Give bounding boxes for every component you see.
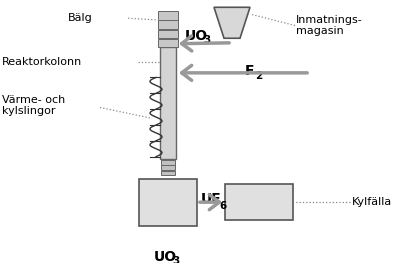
Bar <box>161 165 175 170</box>
Bar <box>160 47 176 159</box>
Text: Inmatnings-: Inmatnings- <box>296 15 363 25</box>
Text: 3: 3 <box>172 256 179 263</box>
Text: 2: 2 <box>255 70 262 80</box>
Text: Värme- och: Värme- och <box>2 95 65 105</box>
Text: F: F <box>245 64 255 78</box>
Text: Kylfälla: Kylfälla <box>352 197 392 207</box>
Bar <box>225 184 293 220</box>
Bar <box>158 30 178 38</box>
Text: Reaktorkolonn: Reaktorkolonn <box>2 57 82 67</box>
Text: kylslingor: kylslingor <box>2 106 55 116</box>
Bar <box>158 21 178 29</box>
Text: magasin: magasin <box>296 26 344 36</box>
Text: UO: UO <box>154 250 177 263</box>
Bar <box>161 160 175 165</box>
Bar <box>158 11 178 19</box>
Text: Bälg: Bälg <box>68 13 93 23</box>
Polygon shape <box>214 7 250 38</box>
Text: UF: UF <box>201 193 222 206</box>
Bar <box>161 171 175 175</box>
Text: 6: 6 <box>219 201 226 211</box>
Text: UO: UO <box>185 29 208 43</box>
Bar <box>158 39 178 47</box>
Text: 3: 3 <box>203 35 210 45</box>
Bar <box>139 179 197 226</box>
